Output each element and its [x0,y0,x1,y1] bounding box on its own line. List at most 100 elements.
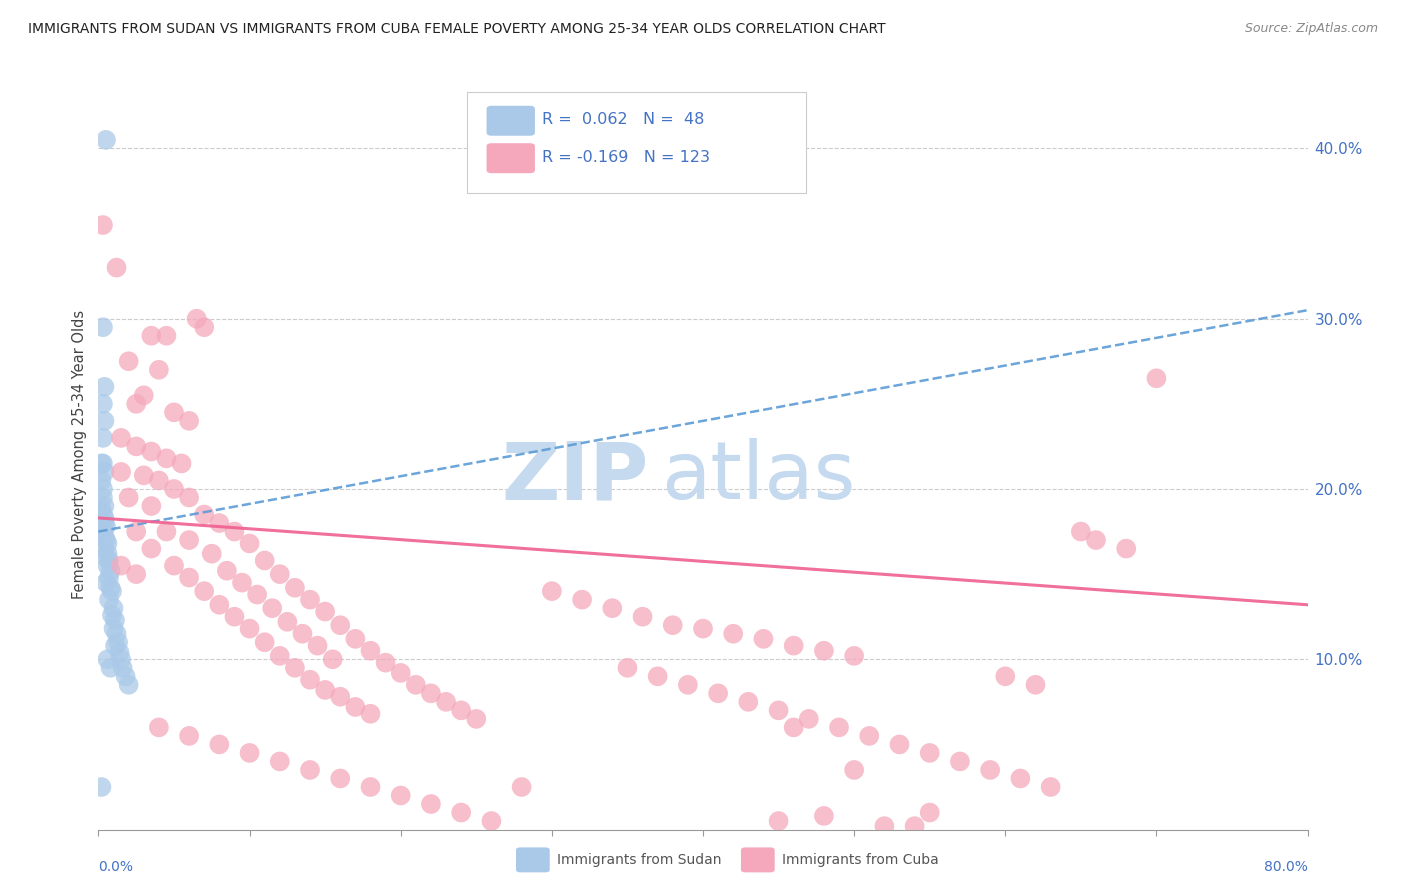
Point [797,712,820,726]
FancyBboxPatch shape [486,106,534,136]
Point [93,530,115,544]
Point [98,570,121,584]
Point [91,431,114,445]
Text: R = -0.169   N = 123: R = -0.169 N = 123 [543,150,710,165]
Point [979,763,1001,777]
Point [420,797,443,811]
Point [104,639,127,653]
Point [389,665,412,680]
Text: Immigrants from Cuba: Immigrants from Cuba [782,853,938,867]
Point [96,547,118,561]
Point [179,414,201,428]
Text: Source: ZipAtlas.com: Source: ZipAtlas.com [1244,22,1378,36]
Point [141,328,163,343]
Point [918,746,941,760]
Point [148,474,170,488]
Point [299,763,322,777]
Point [873,819,896,833]
Point [111,661,134,675]
Point [723,626,745,640]
Point [571,592,593,607]
Text: atlas: atlas [661,438,855,516]
Point [676,678,699,692]
Point [949,755,972,769]
Point [163,482,186,496]
Point [262,601,284,615]
Point [844,648,866,663]
Point [118,491,141,505]
Point [170,457,193,471]
Point [96,558,118,573]
Point [179,533,201,547]
Point [96,652,118,666]
Point [141,499,163,513]
Point [647,669,669,683]
Point [329,772,352,786]
Point [103,601,125,615]
Point [360,780,382,794]
Point [329,618,352,632]
Point [155,451,177,466]
Point [90,502,112,516]
Point [110,431,132,445]
Point [91,218,114,232]
Point [828,720,851,734]
Point [813,809,835,823]
Point [299,673,322,687]
Point [269,567,291,582]
Point [163,405,186,419]
Point [360,644,382,658]
Text: IMMIGRANTS FROM SUDAN VS IMMIGRANTS FROM CUBA FEMALE POVERTY AMONG 25-34 YEAR OL: IMMIGRANTS FROM SUDAN VS IMMIGRANTS FROM… [28,22,886,37]
Point [540,584,562,599]
Point [94,519,117,533]
Point [1010,772,1032,786]
Point [132,468,155,483]
Point [107,635,129,649]
Point [253,635,276,649]
Point [101,607,124,622]
Point [98,592,121,607]
Point [208,598,231,612]
Point [253,553,276,567]
Point [125,567,148,582]
Point [110,558,132,573]
Point [93,414,115,428]
Point [239,746,262,760]
Point [103,622,125,636]
Point [692,622,714,636]
Point [141,444,163,458]
Point [215,564,238,578]
Point [420,686,443,700]
FancyBboxPatch shape [486,144,534,173]
Point [231,575,253,590]
Point [858,729,880,743]
Point [510,780,533,794]
Point [224,609,246,624]
Point [179,729,201,743]
Point [768,814,790,828]
Point [344,700,367,714]
Point [148,720,170,734]
Point [783,639,806,653]
Point [96,536,118,550]
Point [90,780,112,794]
Point [269,755,291,769]
Text: 0.0%: 0.0% [98,860,134,874]
Point [299,592,322,607]
Point [737,695,759,709]
Point [783,720,806,734]
Point [125,397,148,411]
Point [889,738,911,752]
Point [93,380,115,394]
Point [239,622,262,636]
Point [389,789,412,803]
Point [208,516,231,530]
Point [98,553,121,567]
Point [208,738,231,752]
FancyBboxPatch shape [467,92,806,193]
Point [1115,541,1137,556]
Point [661,618,683,632]
Point [768,703,790,717]
Point [125,439,148,453]
Point [118,678,141,692]
